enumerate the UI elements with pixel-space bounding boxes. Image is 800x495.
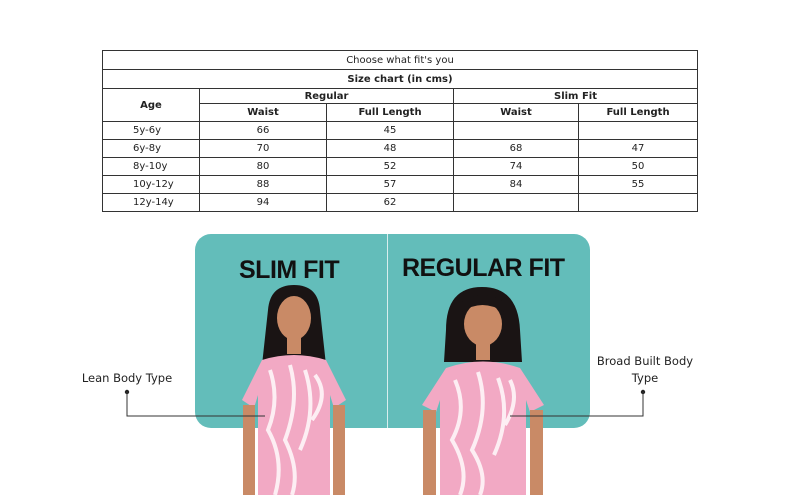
lean-body-type-label: Lean Body Type [81,371,173,385]
cell-slim-length [578,193,698,212]
broad-body-type-label: Broad Built Body Type [590,353,700,387]
regular-callout-line [510,389,646,417]
label-line: Type [631,371,659,385]
regular-fit-model [422,287,544,495]
panel-divider [387,234,388,428]
size-chart-table: Choose what fit's you Size chart (in cms… [102,50,698,212]
slim-fit-model [242,285,346,495]
table-row: 12y-14y 94 62 [102,193,698,212]
age-header: Age [102,88,200,122]
label-line: Broad Built Body [596,354,694,368]
slim-callout-line [124,389,265,417]
slim-fit-title: SLIM FIT [239,256,340,284]
regular-fit-title: REGULAR FIT [402,254,565,282]
table-row: 6y-8y 70 48 68 47 [102,139,698,158]
